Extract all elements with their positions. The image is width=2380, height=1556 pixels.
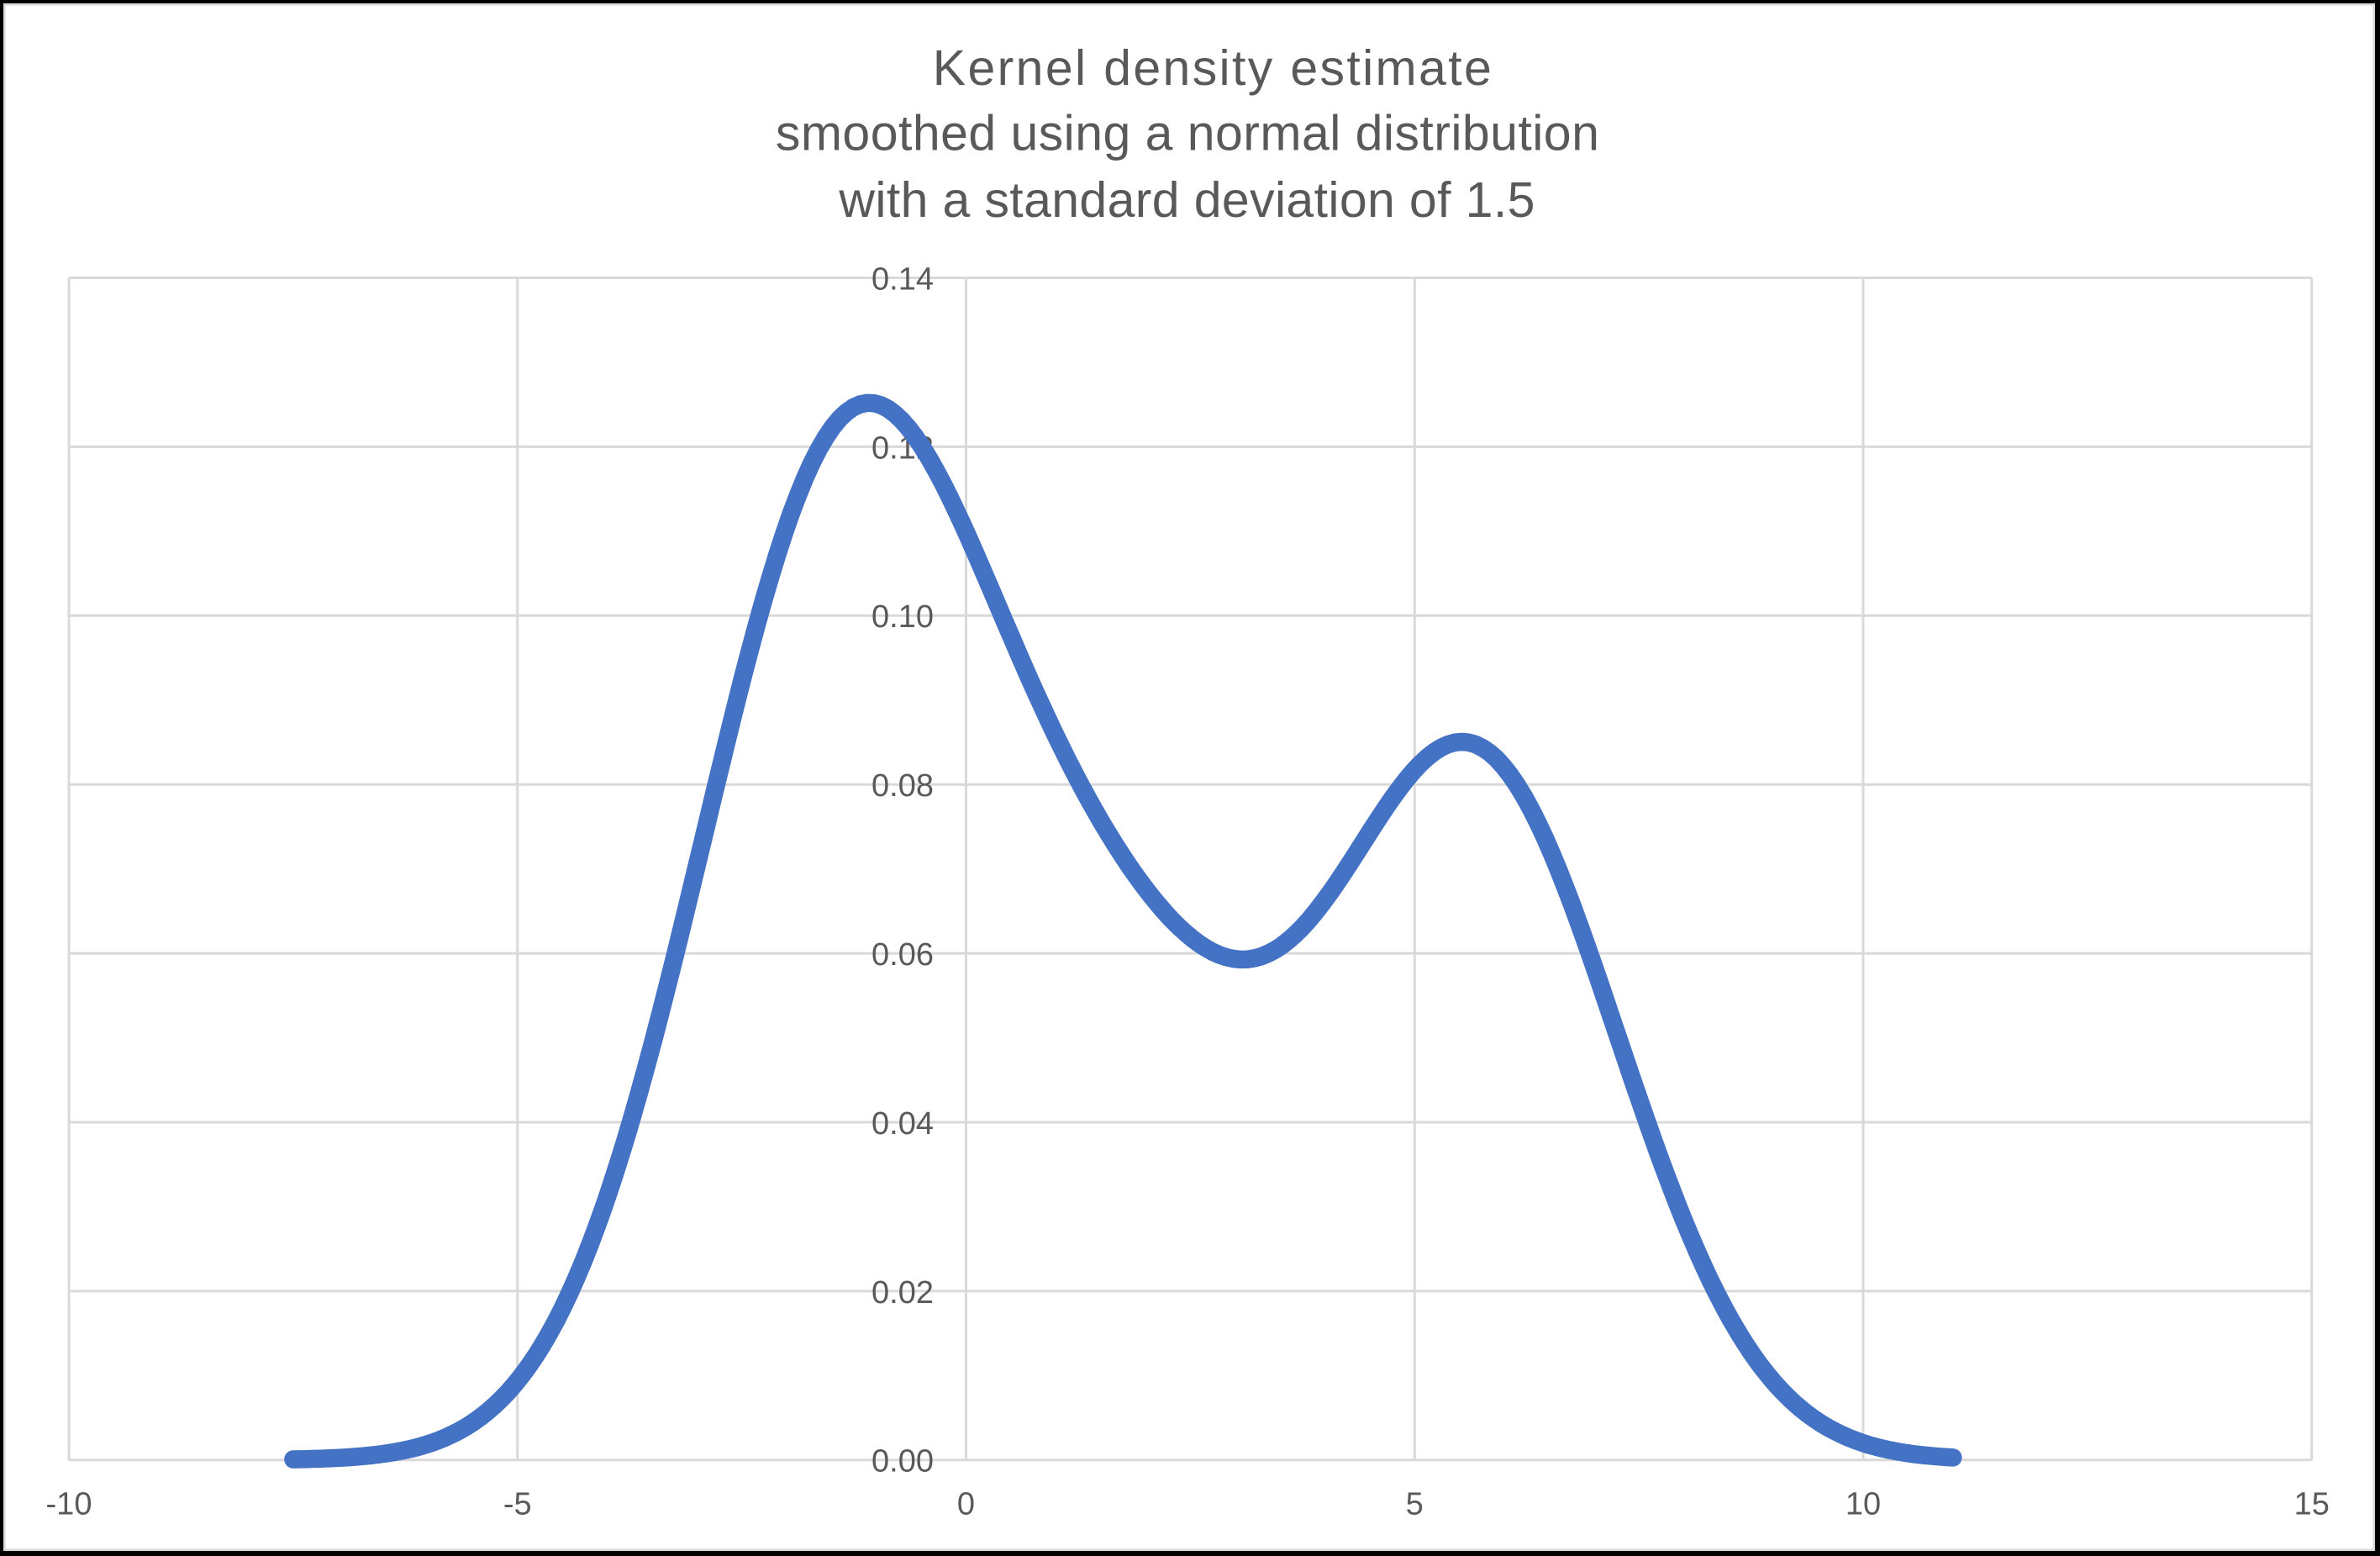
svg-text:10: 10 bbox=[1846, 1486, 1881, 1522]
svg-text:-10: -10 bbox=[46, 1486, 92, 1522]
svg-text:0.02: 0.02 bbox=[871, 1275, 934, 1311]
svg-text:0.14: 0.14 bbox=[871, 261, 934, 297]
svg-text:0.04: 0.04 bbox=[871, 1106, 934, 1142]
svg-text:smoothed using a normal distri: smoothed using a normal distribution bbox=[776, 106, 1599, 161]
svg-text:0: 0 bbox=[957, 1486, 975, 1522]
svg-text:-5: -5 bbox=[503, 1486, 532, 1522]
svg-text:0.00: 0.00 bbox=[871, 1444, 934, 1480]
svg-text:0.08: 0.08 bbox=[871, 768, 934, 804]
svg-text:Kernel density estimate: Kernel density estimate bbox=[933, 40, 1492, 96]
svg-text:15: 15 bbox=[2294, 1486, 2330, 1522]
svg-text:0.06: 0.06 bbox=[871, 937, 934, 973]
svg-text:with a standard deviation of 1: with a standard deviation of 1.5 bbox=[838, 172, 1535, 228]
svg-text:0.10: 0.10 bbox=[871, 599, 934, 635]
svg-text:5: 5 bbox=[1406, 1486, 1424, 1522]
